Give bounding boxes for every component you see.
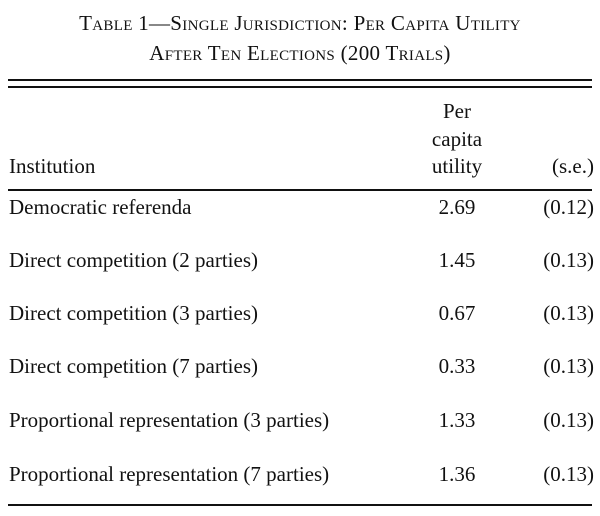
row-utility: 0.33 [438,354,476,378]
row-institution: Proportional representation (7 parties) [9,462,330,486]
row-standard-error: (0.13) [543,354,594,378]
row-standard-error: (0.13) [543,301,594,325]
table-row: Proportional representation (7 parties) … [0,459,600,489]
header-rule [8,189,592,191]
row-institution: Proportional representation (3 parties) [9,408,330,432]
bottom-rule [8,504,592,506]
table-row: Direct competition (3 parties) 0.67 (0.1… [0,298,600,328]
row-standard-error: (0.13) [543,408,594,432]
row-standard-error: (0.13) [543,462,594,486]
column-header-standard-error: (s.e.) [552,154,594,178]
row-utility: 1.33 [438,408,476,432]
row-utility: 0.67 [438,301,476,325]
table-row: Proportional representation (3 parties) … [0,405,600,435]
table-title-line-1: Table 1—Single Jurisdiction: Per Capita … [79,11,521,35]
column-header-institution: Institution [9,154,96,178]
column-header-utility-line-2: capita [431,127,483,151]
row-institution: Direct competition (2 parties) [9,248,258,272]
table-title-line-2: After Ten Elections (200 Trials) [149,41,451,65]
row-utility: 1.45 [438,248,476,272]
row-utility: 2.69 [438,195,476,219]
column-header-utility-line-1: Per [443,99,471,123]
top-rule-upper [8,79,592,81]
top-rule-lower [8,86,592,88]
row-institution: Direct competition (7 parties) [9,354,258,378]
column-header-utility-line-3: utility [431,154,483,178]
table-row: Direct competition (7 parties) 0.33 (0.1… [0,351,600,381]
table-row: Direct competition (2 parties) 1.45 (0.1… [0,245,600,275]
row-institution: Direct competition (3 parties) [9,301,258,325]
row-standard-error: (0.13) [543,248,594,272]
row-institution: Democratic referenda [9,195,192,219]
table-row: Democratic referenda 2.69 (0.12) [0,192,600,222]
row-utility: 1.36 [438,462,476,486]
row-standard-error: (0.12) [543,195,594,219]
